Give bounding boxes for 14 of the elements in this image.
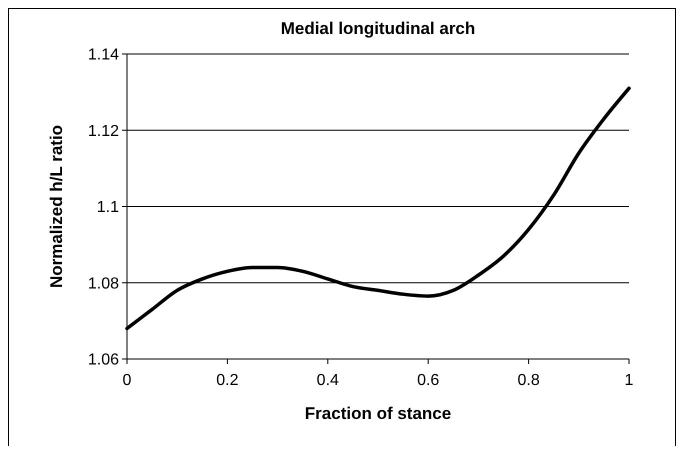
y-tick-label: 1.1 — [96, 199, 120, 216]
x-tick-label: 0.4 — [316, 372, 340, 389]
y-tick-label: 1.14 — [88, 46, 120, 64]
x-tick-label: 0.8 — [517, 372, 540, 389]
x-tick-label: 0.6 — [417, 372, 440, 389]
y-axis-title: Normalized h/L ratio — [47, 124, 66, 288]
x-tick-label: 0.2 — [216, 372, 239, 389]
y-tick-label: 1.06 — [88, 352, 120, 369]
x-tick-label: 1 — [624, 372, 634, 389]
chart-title: Medial longitudinal arch — [280, 19, 476, 38]
y-tick-label: 1.12 — [88, 122, 120, 140]
y-tick-label: 1.08 — [88, 275, 120, 292]
x-tick-label: 0 — [122, 372, 132, 389]
x-axis-title: Fraction of stance — [304, 404, 452, 423]
